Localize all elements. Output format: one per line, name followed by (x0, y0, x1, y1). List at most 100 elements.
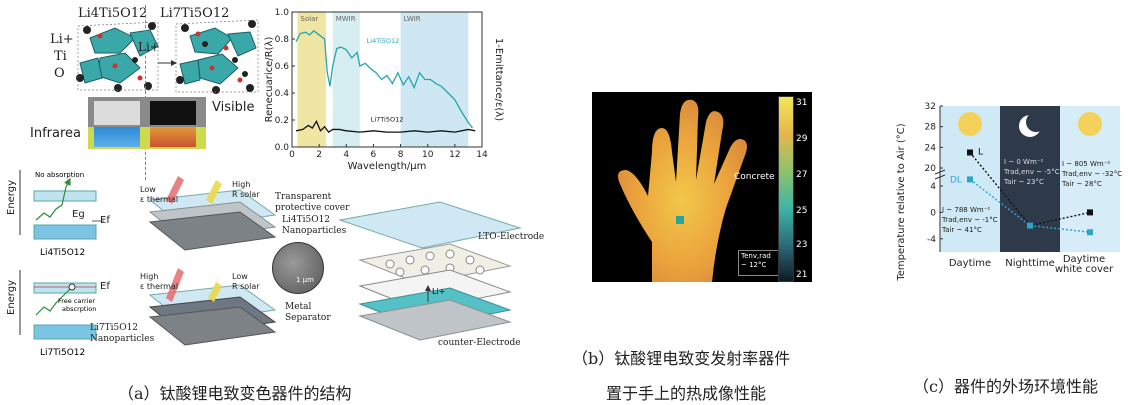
device-photo (88, 97, 206, 149)
y-tick-label: 0.4 (275, 89, 290, 99)
spectral-region-mwir (332, 12, 360, 147)
band-label-top: Li4Ti5O12 (40, 248, 85, 258)
spectral-region-label: LWIR (404, 15, 421, 23)
r-solar-bottom: R solar (232, 282, 260, 291)
y-tick-label: 0.0 (275, 143, 290, 153)
cover-conditions: I ~ 805 Wm⁻² Trad,env ~ -32°C Tair ~ 28°C (1061, 160, 1122, 188)
night-conditions-line1: I ~ 0 Wm⁻² (1004, 158, 1043, 166)
visible-label: Visible (212, 100, 255, 115)
eps-thermal-bottom: ε thermal (140, 282, 179, 291)
divider-dashed (145, 5, 146, 180)
plot-frame (291, 11, 483, 148)
moon-shadow (1026, 112, 1046, 132)
device-photo-visible-right (150, 101, 196, 125)
night-conditions-line3: Tair ~ 23°C (1003, 178, 1044, 186)
device-layers-left (148, 176, 277, 346)
x-tick-label: 12 (449, 150, 460, 160)
y-tick-label: 0.6 (275, 62, 290, 72)
spectral-region-label: Solar (300, 15, 318, 23)
y-tick-label: 28 (925, 123, 937, 133)
colorbar-ticks: 31 29 27 25 23 21 (796, 96, 816, 280)
colorbar-tick: 31 (796, 98, 808, 108)
cover-conditions-line1: I ~ 805 Wm⁻² (1062, 160, 1110, 168)
label-li-arrow: Li+ (138, 40, 160, 54)
series-point-dl (1087, 229, 1093, 236)
metal-separator-label: Metal Separator (285, 302, 331, 323)
device-exploded: Li+ (338, 201, 522, 341)
field-test-chart: 32 28 24 20 4 0 -4 Temperature relative to Air … (896, 102, 1122, 282)
colorbar-tick: 27 (796, 170, 808, 180)
r-solar-top: R solar (232, 190, 260, 199)
cover-conditions-line3: Tair ~ 28°C (1061, 180, 1102, 188)
x-label-daytime: Daytime (949, 258, 991, 269)
spectral-region-lwir (400, 12, 469, 147)
eps-thermal-top: ε thermal (140, 195, 179, 204)
axis-break (934, 174, 946, 180)
series-line-dl (969, 178, 1091, 233)
band-bottom-lower (33, 324, 97, 340)
sem-inset (272, 242, 324, 294)
high-r-top: High (232, 180, 251, 189)
panel-b: Concrete Tenv,rad ~ 12°C 31 29 27 25 23 … (572, 0, 870, 405)
day-conditions-line2: Trad,env ~ -1°C (941, 216, 998, 224)
x-label-white-cover: white cover (1055, 264, 1114, 275)
day-conditions: I ~ 788 Wm⁻² Trad,env ~ -1°C Tair ~ 41°C (941, 206, 998, 234)
spectral-region-label: MWIR (336, 15, 356, 23)
colorbar-tick: 29 (796, 134, 808, 144)
x-label-daytime-cover: Daytime (1063, 254, 1105, 265)
sun-icon (958, 112, 982, 136)
y-tick-label: 32 (925, 102, 936, 112)
arrow-red-top (166, 176, 184, 204)
li-plus-small-label: Li+ (432, 287, 445, 296)
arrow-red-bottom (166, 268, 184, 302)
temp-label-line2: ~ 12°C (741, 261, 767, 269)
infrared-label: Infrarea (30, 126, 81, 141)
thermal-image: Concrete Tenv,rad ~ 12°C (592, 92, 812, 282)
caption-c: （c）器件的外场环境性能 (913, 377, 1098, 396)
label-ti: Ti (54, 49, 67, 64)
y-tick-label: 4 (930, 182, 936, 192)
device-on-hand (676, 216, 684, 224)
sem-scale-label: 1 μm (296, 276, 314, 284)
band-diagram: Energy No absorption Eg Ef Li4Ti5O12 Ene… (6, 170, 110, 358)
band-label-bottom: Li7Ti5O12 (40, 348, 85, 358)
y-tick-label: 0.2 (275, 116, 289, 126)
series-label: Li7Ti5O12 (371, 115, 404, 123)
x-tick-label: 10 (422, 150, 434, 160)
concrete-label: Concrete (734, 172, 775, 182)
series-point-dl (1027, 222, 1033, 229)
y-tick-label: 20 (925, 164, 937, 174)
y-tick-label: 0.8 (275, 35, 290, 45)
spectrum-chart: Solar MWIR LWIR 0 2 4 6 8 10 12 14 0.0 0.2 0.4 0.6 0.8 1… (264, 8, 504, 172)
energy-axis-label-top: Energy (6, 180, 17, 215)
y-tick-label: 24 (925, 143, 937, 153)
np-label-mid: Li4Ti5O12 Nanoparticles (282, 215, 347, 236)
label-o: O (54, 66, 65, 81)
x-tick-label: 0 (289, 150, 295, 160)
transparent-cover-label: Transparent protective cover (275, 192, 350, 213)
series-label: Li4Ti5O12 (367, 37, 400, 45)
y-tick-label: 0 (930, 208, 936, 218)
series-point-l (967, 149, 973, 156)
x-tick-label: 4 (343, 150, 349, 160)
crystal-left (76, 21, 159, 92)
energy-axis-label-bottom: Energy (6, 280, 17, 315)
eg-label: Eg (72, 209, 85, 220)
series-point-l (1087, 209, 1093, 216)
counter-electrode-label: counter-Electrode (438, 338, 521, 348)
night-conditions: I ~ 0 Wm⁻² Trad,env ~ -5°C Tair ~ 23°C (1003, 158, 1060, 186)
x-tick-label: 6 (371, 150, 377, 160)
arrow-yellow-top (206, 180, 222, 204)
y-tick-label: 1.0 (275, 8, 290, 18)
night-conditions-line2: Trad,env ~ -5°C (1003, 168, 1060, 176)
label-li: Li+ (50, 32, 74, 47)
cover-conditions-line2: Trad,env ~ -32°C (1061, 170, 1122, 178)
series-line-li4ti5o12 (295, 30, 474, 129)
panel-a: Li4Ti5O12 Li7Ti5O12 Li+ Ti O Li+ Visible… (0, 0, 560, 405)
crystal-right (175, 19, 259, 94)
caption-b-line2: 置于手上的热成像性能 (606, 384, 767, 403)
low-r-bottom: Low (232, 272, 248, 281)
band-bottom-upper (33, 282, 97, 294)
x-tick-label: 14 (476, 150, 488, 160)
x-tick-label: 8 (398, 150, 404, 160)
